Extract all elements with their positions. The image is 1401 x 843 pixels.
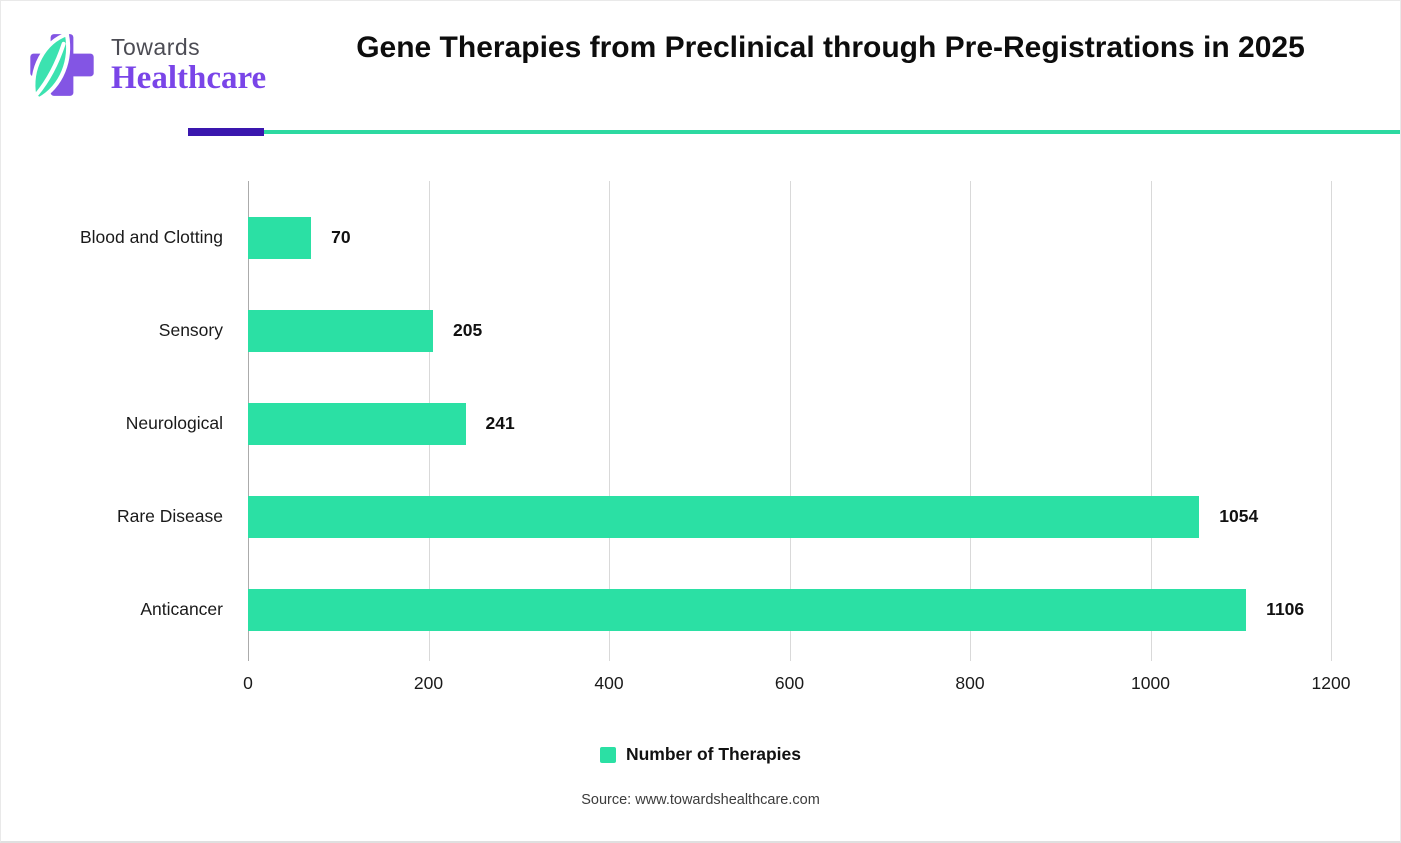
x-tick-label: 1200 xyxy=(1311,673,1351,693)
x-tick-label: 400 xyxy=(594,673,624,693)
source-text: Source: www.towardshealthcare.com xyxy=(581,792,820,808)
bar-chart: Blood and Clotting 70 Sensory 205 Neurologic… xyxy=(1,181,1400,661)
gridline xyxy=(789,181,791,661)
value-label: 205 xyxy=(453,320,483,340)
value-label: 1106 xyxy=(1266,599,1305,619)
brand-line-towards: Towards xyxy=(111,33,201,60)
bar xyxy=(248,495,1200,538)
bar xyxy=(248,402,466,445)
bar-track: 241 xyxy=(248,402,1396,445)
gridline xyxy=(1150,181,1152,661)
value-label: 1054 xyxy=(1219,506,1259,526)
category-label: Rare Disease xyxy=(116,506,223,526)
gridline xyxy=(609,181,610,661)
chart-row: Sensory 205 xyxy=(1,284,1396,377)
category-label: Neurological xyxy=(125,413,223,433)
bar xyxy=(248,216,312,259)
chart-row: Anticancer 1106 xyxy=(1,563,1396,656)
chart-title: Gene Therapies from Preclinical through … xyxy=(356,31,1305,64)
bar-track: 70 xyxy=(248,216,1396,259)
x-axis: 0 200 400 600 800 1000 1200 xyxy=(243,673,1396,699)
header-divider xyxy=(188,128,1400,136)
gridline xyxy=(1331,181,1333,661)
legend: Number of Therapies xyxy=(1,744,1400,765)
x-tick-label: 1000 xyxy=(1131,673,1170,693)
chart-row: Blood and Clotting 70 xyxy=(1,191,1396,284)
x-tick-label: 200 xyxy=(413,673,444,693)
divider-teal-line xyxy=(264,130,1400,134)
category-label: Anticancer xyxy=(140,599,223,619)
x-tick-label: 0 xyxy=(243,673,253,693)
bar-track: 205 xyxy=(248,309,1396,352)
category-label: Sensory xyxy=(158,320,223,340)
x-tick-label: 800 xyxy=(955,673,985,693)
bar-track: 1054 xyxy=(248,495,1396,538)
value-label: 241 xyxy=(485,413,515,433)
brand-wordmark: Towards Healthcare xyxy=(111,33,267,96)
bar xyxy=(248,309,434,352)
brand-line-healthcare: Healthcare xyxy=(111,59,267,96)
cross-leaf-logo-icon xyxy=(30,32,94,102)
value-label: 70 xyxy=(331,227,351,247)
bar-track: 1106 xyxy=(248,588,1396,631)
gridline xyxy=(970,181,971,661)
divider-purple-segment xyxy=(188,128,264,136)
chart-row: Rare Disease 1054 xyxy=(1,470,1396,563)
category-label: Blood and Clotting xyxy=(79,227,223,247)
x-tick-label: 600 xyxy=(774,673,805,693)
bar xyxy=(248,588,1247,631)
bar-rows: Blood and Clotting 70 Sensory 205 Neurologic… xyxy=(1,181,1396,656)
legend-label: Number of Therapies xyxy=(625,744,802,764)
brand-logo: Towards Healthcare xyxy=(23,27,266,103)
legend-swatch xyxy=(599,746,616,763)
chart-row: Neurological 241 xyxy=(1,377,1396,470)
